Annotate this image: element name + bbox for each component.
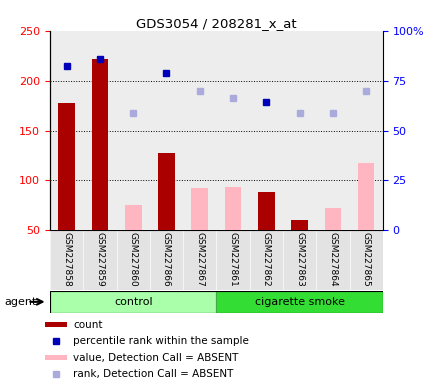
Text: GSM227867: GSM227867 <box>195 232 204 287</box>
Bar <box>291 220 307 230</box>
Bar <box>357 162 374 230</box>
Bar <box>349 230 382 290</box>
Bar <box>125 205 141 230</box>
Bar <box>116 31 150 230</box>
Text: GSM227866: GSM227866 <box>161 232 171 287</box>
Bar <box>45 355 67 361</box>
Bar <box>224 187 241 230</box>
Bar <box>45 322 67 327</box>
Bar <box>316 230 349 290</box>
Bar <box>116 230 149 290</box>
Text: agent: agent <box>4 297 36 307</box>
Bar <box>216 291 382 313</box>
Bar <box>50 31 83 230</box>
Text: count: count <box>73 319 103 329</box>
Text: cigarette smoke: cigarette smoke <box>254 297 344 307</box>
Bar <box>149 230 183 290</box>
Bar <box>191 189 207 230</box>
Text: GSM227865: GSM227865 <box>361 232 370 287</box>
Bar <box>50 230 83 290</box>
Bar <box>58 103 75 230</box>
Bar <box>316 31 349 230</box>
Text: GSM227863: GSM227863 <box>294 232 303 287</box>
Bar <box>216 230 249 290</box>
Bar <box>257 192 274 230</box>
Bar <box>249 31 283 230</box>
Bar <box>50 291 216 313</box>
Bar <box>83 31 116 230</box>
Bar <box>183 230 216 290</box>
Bar <box>92 59 108 230</box>
Bar <box>83 230 116 290</box>
Bar <box>158 152 174 230</box>
Text: percentile rank within the sample: percentile rank within the sample <box>73 336 249 346</box>
Text: GSM227859: GSM227859 <box>95 232 104 287</box>
Text: GSM227860: GSM227860 <box>128 232 138 287</box>
Text: control: control <box>114 297 152 307</box>
Text: rank, Detection Call = ABSENT: rank, Detection Call = ABSENT <box>73 369 233 379</box>
Text: GSM227861: GSM227861 <box>228 232 237 287</box>
Bar <box>324 209 340 230</box>
Text: GSM227864: GSM227864 <box>328 232 337 287</box>
Title: GDS3054 / 208281_x_at: GDS3054 / 208281_x_at <box>136 17 296 30</box>
Bar <box>349 31 382 230</box>
Text: value, Detection Call = ABSENT: value, Detection Call = ABSENT <box>73 353 238 363</box>
Bar <box>150 31 183 230</box>
Bar <box>283 31 316 230</box>
Bar <box>183 31 216 230</box>
Bar <box>249 230 283 290</box>
Text: GSM227858: GSM227858 <box>62 232 71 287</box>
Bar <box>283 230 316 290</box>
Text: GSM227862: GSM227862 <box>261 232 270 287</box>
Bar <box>216 31 249 230</box>
